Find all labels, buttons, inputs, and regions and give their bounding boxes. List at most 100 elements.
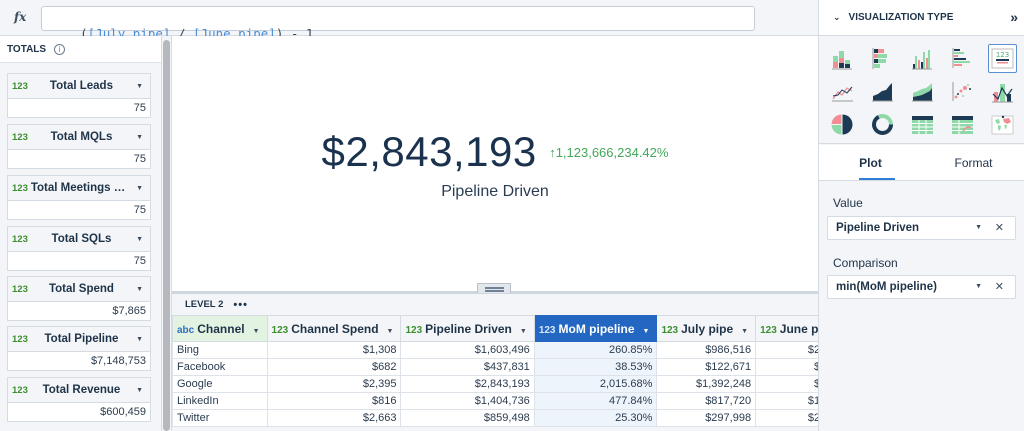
table-row[interactable]: Bing$1,308$1,603,496260.85%$986,516$273,… <box>172 341 888 359</box>
total-card[interactable]: 123 Total Spend ▼ $7,865 <box>7 276 151 321</box>
table-cell[interactable]: 477.84% <box>533 392 658 410</box>
combo-chart-icon[interactable] <box>988 77 1017 106</box>
collapse-panel-icon[interactable]: » <box>1010 9 1018 25</box>
formula-input[interactable]: ([July pipe] / [June pipe]) - 1 <box>41 6 755 41</box>
table-cell[interactable]: 2,015.68% <box>533 375 658 393</box>
clear-value-icon[interactable]: ✕ <box>994 222 1004 234</box>
tab-plot[interactable]: Plot <box>819 145 922 180</box>
table-cell[interactable]: $122,671 <box>656 358 757 376</box>
chevron-down-icon[interactable]: ⌄ <box>833 12 841 22</box>
caret-down-icon[interactable]: ▼ <box>136 82 143 90</box>
value-field-select[interactable]: Pipeline Driven ▼ ✕ <box>827 216 1016 240</box>
pivot-table-icon[interactable] <box>948 110 977 139</box>
total-card[interactable]: 123 Total Meetings Sc... ▼ 75 <box>7 175 151 220</box>
total-card[interactable]: 123 Total Revenue ▼ $600,459 <box>7 377 151 422</box>
table-cell[interactable]: $2,395 <box>266 375 402 393</box>
total-card-value: $600,459 <box>100 406 146 418</box>
scatter-plot-icon[interactable] <box>948 77 977 106</box>
table-cell[interactable]: $1,404,736 <box>400 392 535 410</box>
caret-down-icon[interactable]: ▼ <box>741 327 749 335</box>
area-chart-icon[interactable] <box>868 77 897 106</box>
caret-down-icon[interactable]: ▼ <box>136 386 143 394</box>
numeric-type-icon: 123 <box>12 384 28 396</box>
total-card-header[interactable]: 123 Total Leads ▼ <box>8 74 150 99</box>
total-card-header[interactable]: 123 Total Meetings Sc... ▼ <box>8 176 150 201</box>
table-icon[interactable] <box>908 110 937 139</box>
splitter-handle-icon[interactable] <box>477 283 511 293</box>
table-row[interactable]: Google $2,395 $2,843,193 2,015.68% $1,392,24… <box>172 375 888 393</box>
table-row[interactable]: LinkedIn$816$1,404,736477.84%$817,720$14… <box>172 392 888 410</box>
table-cell[interactable]: $297,998 <box>656 409 757 427</box>
column-header[interactable]: abc Channel ▼ <box>172 315 268 342</box>
caret-down-icon[interactable]: ▼ <box>136 133 143 141</box>
column-header[interactable]: 123 Pipeline Driven ▼ <box>400 315 535 342</box>
horizontal-bar-chart-icon[interactable] <box>948 44 977 73</box>
table-cell[interactable]: $1,308 <box>266 341 402 359</box>
table-cell[interactable]: $817,720 <box>656 392 757 410</box>
caret-down-icon[interactable]: ▼ <box>642 327 650 335</box>
column-header-label: Channel <box>197 321 245 336</box>
grouped-bar-chart-icon[interactable] <box>828 44 857 73</box>
viz-type-header[interactable]: ⌄ VISUALIZATION TYPE » <box>819 0 1024 36</box>
table-cell[interactable]: Bing <box>172 341 268 359</box>
clustered-bar-chart-icon[interactable] <box>908 44 937 73</box>
stacked-area-chart-icon[interactable] <box>908 77 937 106</box>
info-icon[interactable]: i <box>54 43 66 55</box>
caret-down-icon[interactable]: ▼ <box>136 184 143 192</box>
donut-chart-icon[interactable] <box>868 110 897 139</box>
caret-down-icon[interactable]: ▼ <box>975 224 982 231</box>
caret-down-icon[interactable]: ▼ <box>519 327 527 335</box>
caret-down-icon[interactable]: ▼ <box>386 327 394 335</box>
table-cell[interactable]: 38.53% <box>533 358 658 376</box>
clear-comparison-icon[interactable]: ✕ <box>994 281 1004 293</box>
total-card-header[interactable]: 123 Total Revenue ▼ <box>8 378 150 403</box>
table-cell[interactable]: $2,843,193 <box>400 375 535 393</box>
table-cell[interactable]: $437,831 <box>400 358 535 376</box>
table-cell[interactable]: 260.85% <box>533 341 658 359</box>
total-card-header[interactable]: 123 Total Spend ▼ <box>8 277 150 302</box>
total-card[interactable]: 123 Total SQLs ▼ 75 <box>7 226 151 271</box>
table-cell[interactable]: $1,392,248 <box>656 375 757 393</box>
pie-chart-icon[interactable] <box>828 110 857 139</box>
line-chart-icon[interactable] <box>828 77 857 106</box>
column-header[interactable]: 123 July pipe ▼ <box>656 315 757 342</box>
total-card[interactable]: 123 Total Leads ▼ 75 <box>7 73 151 118</box>
caret-down-icon[interactable]: ▼ <box>136 285 143 293</box>
map-icon[interactable] <box>988 110 1017 139</box>
total-card[interactable]: 123 Total Pipeline ▼ $7,148,753 <box>7 326 151 371</box>
table-cell[interactable]: $2,663 <box>266 409 402 427</box>
table-cell[interactable]: Twitter <box>172 409 268 427</box>
total-card[interactable]: 123 Total MQLs ▼ 75 <box>7 124 151 169</box>
total-card-value: $7,865 <box>112 305 146 317</box>
table-cell[interactable]: $816 <box>266 392 402 410</box>
stacked-horizontal-bar-icon[interactable] <box>868 44 897 73</box>
big-number-icon[interactable]: 123 <box>988 44 1017 73</box>
column-header[interactable]: 123 Channel Spend ▼ <box>266 315 402 342</box>
table-cell[interactable]: $1,603,496 <box>400 341 535 359</box>
table-cell[interactable]: 25.30% <box>533 409 658 427</box>
total-card-header[interactable]: 123 Total SQLs ▼ <box>8 227 150 252</box>
caret-down-icon[interactable]: ▼ <box>136 335 143 343</box>
caret-down-icon[interactable]: ▼ <box>975 283 982 290</box>
column-header[interactable]: 123 MoM pipeline ▼ <box>533 315 658 342</box>
comparison-field-select[interactable]: min(MoM pipeline) ▼ ✕ <box>827 275 1016 299</box>
caret-down-icon[interactable]: ▼ <box>252 327 260 335</box>
numeric-type-icon: 123 <box>12 283 28 295</box>
formula-bar: fx ([July pipe] / [June pipe]) - 1 <box>0 0 818 41</box>
caret-down-icon[interactable]: ▼ <box>136 235 143 243</box>
fx-icon: fx <box>14 10 27 24</box>
table-cell[interactable]: $986,516 <box>656 341 757 359</box>
total-card-header[interactable]: 123 Total Pipeline ▼ <box>8 327 150 352</box>
table-cell[interactable]: Facebook <box>172 358 268 376</box>
total-card-header[interactable]: 123 Total MQLs ▼ <box>8 125 150 150</box>
table-row[interactable]: Facebook$682$437,83138.53%$122,671$88,55… <box>172 358 888 376</box>
more-options-icon[interactable]: ••• <box>233 298 248 311</box>
table-cell[interactable]: $682 <box>266 358 402 376</box>
totals-scrollbar[interactable] <box>162 36 172 431</box>
table-row[interactable]: Twitter$2,663$859,49825.30%$297,998$237,… <box>172 409 888 427</box>
table-cell[interactable]: $859,498 <box>400 409 535 427</box>
table-cell[interactable]: Google <box>172 375 268 393</box>
tab-format[interactable]: Format <box>954 156 993 170</box>
table-cell[interactable]: LinkedIn <box>172 392 268 410</box>
scrollbar-thumb[interactable] <box>163 40 170 431</box>
